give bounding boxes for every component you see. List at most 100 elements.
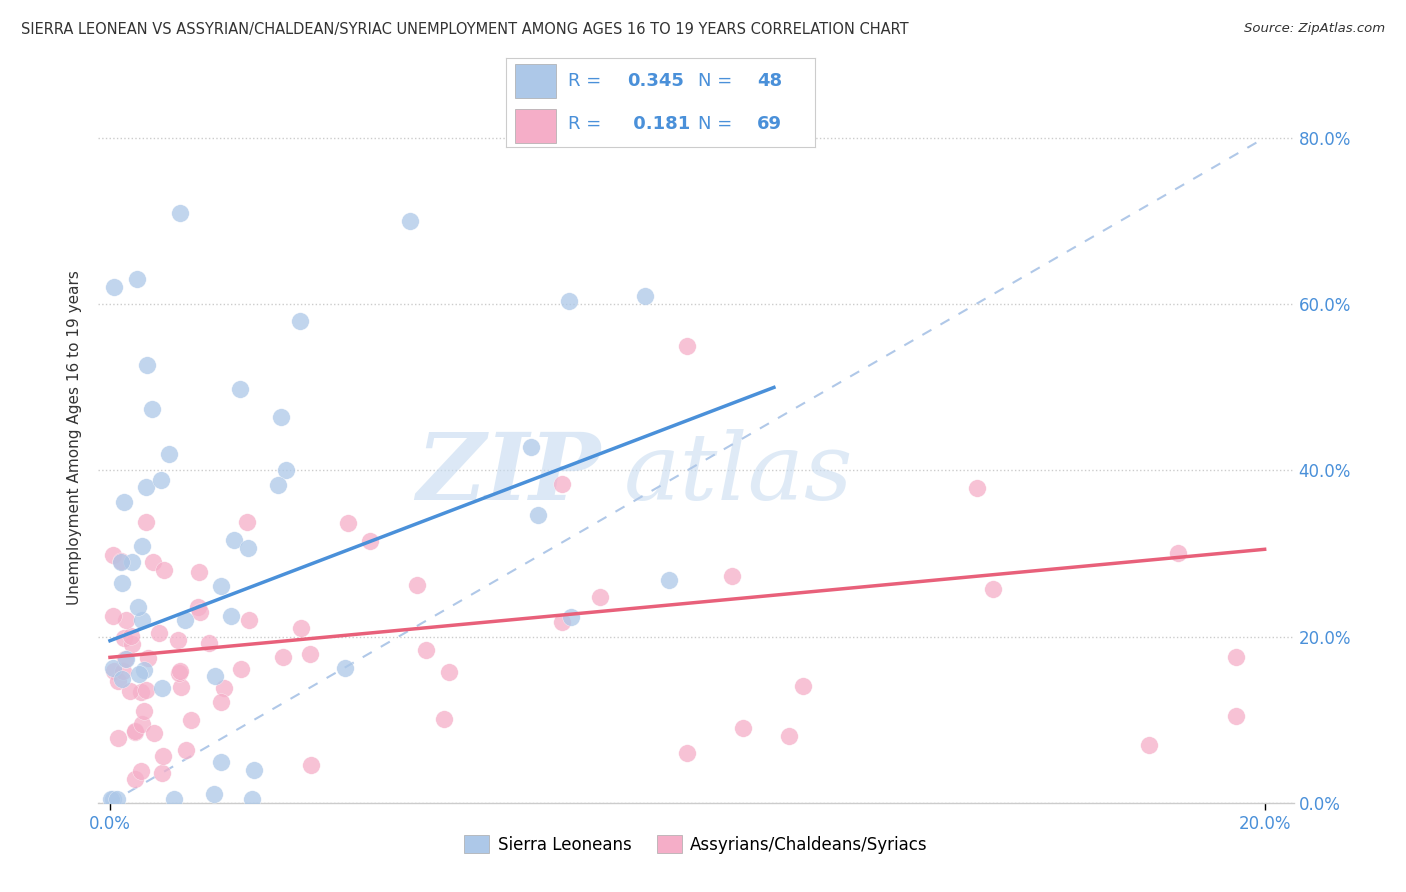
Point <box>288 313 311 327</box>
Point <box>299 757 322 772</box>
Point <box>1225 708 1247 723</box>
Point <box>163 791 186 805</box>
Point <box>271 650 294 665</box>
Point <box>981 582 1004 596</box>
Text: 69: 69 <box>756 115 782 133</box>
Point <box>204 669 226 683</box>
Text: 0.345: 0.345 <box>627 72 683 90</box>
Point <box>526 508 548 522</box>
Point <box>118 684 141 698</box>
Point <box>141 402 163 417</box>
Y-axis label: Unemployment Among Ages 16 to 19 years: Unemployment Among Ages 16 to 19 years <box>67 269 83 605</box>
Point <box>212 681 235 695</box>
Point <box>188 605 211 619</box>
Point <box>405 578 427 592</box>
Point <box>114 652 136 666</box>
Point <box>270 409 292 424</box>
Point <box>107 731 129 746</box>
Point <box>166 632 188 647</box>
Point <box>676 746 699 760</box>
Point <box>560 610 582 624</box>
Point <box>202 788 225 802</box>
Point <box>174 743 197 757</box>
Point <box>148 626 170 640</box>
Bar <box>516 109 555 143</box>
Point <box>290 621 312 635</box>
Point <box>1167 546 1189 560</box>
Point <box>124 724 146 739</box>
Point <box>209 755 232 769</box>
Point <box>134 704 156 718</box>
Point <box>298 647 321 661</box>
Point <box>242 763 264 777</box>
Point <box>111 672 134 686</box>
Point <box>127 600 149 615</box>
Point <box>112 631 135 645</box>
Point <box>150 473 173 487</box>
Point <box>103 665 125 679</box>
Point <box>778 729 800 743</box>
Point <box>676 338 699 352</box>
Text: Source: ZipAtlas.com: Source: ZipAtlas.com <box>1244 22 1385 36</box>
Point <box>121 555 143 569</box>
Point <box>634 289 657 303</box>
Point <box>135 515 157 529</box>
Point <box>129 684 152 698</box>
Point <box>209 579 232 593</box>
Point <box>238 541 260 555</box>
Point <box>589 591 612 605</box>
Point <box>101 660 124 674</box>
Bar <box>516 64 555 98</box>
Text: ZIP: ZIP <box>416 429 600 518</box>
Point <box>112 495 135 509</box>
Text: N =: N = <box>697 115 738 133</box>
Point <box>142 555 165 569</box>
Point <box>520 440 543 454</box>
Point <box>136 650 159 665</box>
Text: N =: N = <box>697 72 738 90</box>
Point <box>399 214 422 228</box>
Point <box>550 477 572 491</box>
Point <box>359 534 381 549</box>
Point <box>222 533 245 547</box>
Point <box>125 272 148 286</box>
Text: R =: R = <box>568 115 607 133</box>
Text: R =: R = <box>568 72 607 90</box>
Point <box>114 652 136 666</box>
Point <box>169 665 191 680</box>
Point <box>103 548 125 562</box>
Point <box>143 725 166 739</box>
Point <box>169 664 191 678</box>
Point <box>415 643 437 657</box>
Point <box>131 716 153 731</box>
Text: SIERRA LEONEAN VS ASSYRIAN/CHALDEAN/SYRIAC UNEMPLOYMENT AMONG AGES 16 TO 19 YEAR: SIERRA LEONEAN VS ASSYRIAN/CHALDEAN/SYRI… <box>21 22 908 37</box>
Point <box>180 713 202 727</box>
Point <box>1225 650 1247 665</box>
Point <box>235 515 257 529</box>
Text: atlas: atlas <box>624 429 853 518</box>
Point <box>110 576 132 591</box>
Point <box>658 573 681 587</box>
Point <box>152 748 174 763</box>
Point <box>157 447 180 461</box>
Point <box>103 791 125 805</box>
Point <box>551 615 574 629</box>
Point <box>733 721 755 735</box>
Point <box>557 293 579 308</box>
Point <box>124 772 146 787</box>
Point <box>267 478 290 492</box>
Point <box>792 680 814 694</box>
Point <box>115 613 138 627</box>
Legend: Sierra Leoneans, Assyrians/Chaldeans/Syriacs: Sierra Leoneans, Assyrians/Chaldeans/Syr… <box>458 829 934 860</box>
Point <box>124 724 146 739</box>
Point <box>229 662 252 676</box>
Point <box>221 609 243 624</box>
Point <box>238 613 260 627</box>
Point <box>131 539 153 553</box>
Point <box>152 563 174 577</box>
Point <box>131 614 153 628</box>
Point <box>134 663 156 677</box>
Point <box>188 565 211 579</box>
Point <box>128 666 150 681</box>
Point <box>152 681 174 695</box>
